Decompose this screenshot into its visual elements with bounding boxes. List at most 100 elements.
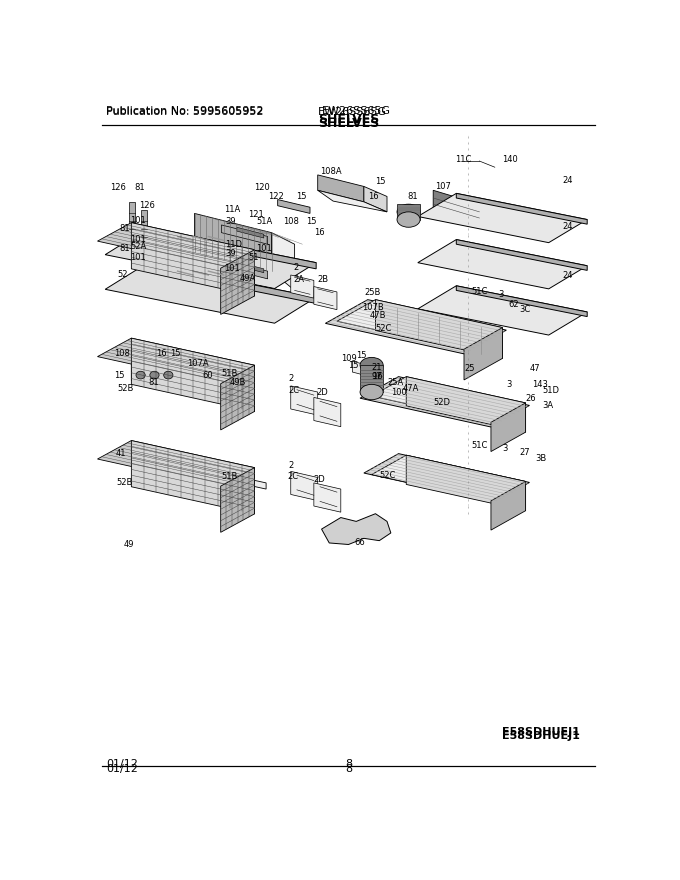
- Polygon shape: [147, 229, 316, 269]
- Text: 16: 16: [156, 349, 167, 358]
- Text: 26: 26: [526, 393, 537, 403]
- Text: 15: 15: [114, 370, 124, 379]
- Text: 101: 101: [131, 253, 146, 261]
- Text: 27: 27: [520, 448, 530, 457]
- Text: 16: 16: [368, 192, 378, 201]
- Polygon shape: [371, 455, 526, 501]
- Polygon shape: [291, 275, 314, 298]
- Text: E58SDHUEJ1: E58SDHUEJ1: [503, 727, 580, 737]
- Text: 81: 81: [407, 192, 418, 201]
- Text: 122: 122: [268, 192, 284, 201]
- Ellipse shape: [150, 371, 159, 379]
- Text: 15: 15: [306, 216, 317, 225]
- Polygon shape: [131, 441, 254, 514]
- Text: 15: 15: [356, 351, 367, 360]
- Text: 51: 51: [248, 253, 259, 261]
- Text: 108: 108: [114, 349, 131, 358]
- Text: EW26SS65G: EW26SS65G: [322, 106, 390, 115]
- Text: 47B: 47B: [370, 311, 386, 319]
- Text: 3B: 3B: [535, 454, 546, 463]
- Polygon shape: [456, 194, 588, 224]
- Text: 2C: 2C: [288, 386, 300, 395]
- Text: 101: 101: [256, 244, 272, 253]
- Text: 52D: 52D: [433, 398, 450, 407]
- Bar: [360, 365, 383, 392]
- Polygon shape: [221, 250, 254, 314]
- Polygon shape: [97, 223, 254, 268]
- Text: 108: 108: [283, 216, 299, 225]
- Polygon shape: [406, 455, 526, 510]
- Text: 25: 25: [464, 364, 475, 373]
- Text: EW26SS65G: EW26SS65G: [318, 107, 387, 117]
- Text: 47: 47: [530, 364, 540, 373]
- Text: 121: 121: [248, 210, 264, 219]
- Polygon shape: [360, 377, 530, 427]
- Text: 126: 126: [109, 184, 126, 193]
- Text: 2C: 2C: [287, 473, 298, 481]
- Polygon shape: [237, 262, 264, 273]
- Text: 81: 81: [119, 224, 130, 233]
- Ellipse shape: [360, 357, 383, 373]
- Polygon shape: [491, 481, 526, 530]
- Ellipse shape: [360, 385, 383, 400]
- Text: 51C: 51C: [472, 288, 488, 297]
- Polygon shape: [147, 263, 316, 304]
- Text: 2: 2: [293, 263, 299, 272]
- Polygon shape: [291, 472, 318, 501]
- Text: 8: 8: [345, 764, 352, 774]
- Polygon shape: [322, 514, 391, 545]
- Text: 15: 15: [375, 177, 386, 186]
- Polygon shape: [318, 190, 387, 212]
- Text: 24: 24: [562, 222, 573, 231]
- Polygon shape: [237, 227, 264, 238]
- Text: 2A: 2A: [293, 275, 304, 284]
- Text: 51B: 51B: [222, 369, 238, 378]
- Text: 11A: 11A: [224, 205, 240, 214]
- Ellipse shape: [164, 371, 173, 379]
- Polygon shape: [456, 239, 588, 270]
- Polygon shape: [97, 338, 254, 384]
- Polygon shape: [222, 225, 268, 244]
- Text: 01/12: 01/12: [106, 764, 138, 774]
- Text: 140: 140: [503, 155, 518, 164]
- Text: 47A: 47A: [403, 385, 419, 393]
- Polygon shape: [131, 223, 254, 296]
- Text: Publication No: 5995605952: Publication No: 5995605952: [106, 107, 263, 117]
- Text: 15: 15: [170, 349, 180, 358]
- Polygon shape: [375, 299, 503, 358]
- Text: 3: 3: [507, 380, 512, 389]
- Text: 107B: 107B: [362, 303, 384, 312]
- Text: 109: 109: [341, 354, 356, 363]
- Polygon shape: [418, 239, 588, 289]
- Polygon shape: [314, 483, 341, 512]
- Text: E58SDHUEJ1: E58SDHUEJ1: [503, 731, 580, 741]
- Ellipse shape: [397, 204, 420, 219]
- Text: 52B: 52B: [118, 385, 134, 393]
- Text: 62: 62: [508, 300, 519, 309]
- Polygon shape: [131, 338, 254, 412]
- Text: 3A: 3A: [543, 401, 554, 410]
- Text: 39: 39: [225, 216, 236, 225]
- Polygon shape: [318, 175, 364, 202]
- Text: 51A: 51A: [256, 216, 273, 225]
- Polygon shape: [271, 232, 294, 290]
- Text: 101: 101: [131, 235, 146, 244]
- Polygon shape: [105, 229, 316, 289]
- Text: 15: 15: [296, 192, 307, 201]
- Text: 49: 49: [124, 540, 134, 549]
- Polygon shape: [105, 263, 316, 323]
- Polygon shape: [291, 385, 318, 415]
- Polygon shape: [491, 403, 526, 451]
- Text: 2D: 2D: [314, 474, 326, 483]
- Text: 11C: 11C: [455, 155, 471, 164]
- Bar: [141, 209, 147, 244]
- Text: 21: 21: [371, 363, 382, 372]
- Text: 52C: 52C: [379, 471, 396, 480]
- Text: 2D: 2D: [316, 387, 328, 397]
- Text: 52A: 52A: [131, 242, 147, 251]
- Text: 01/12: 01/12: [106, 759, 138, 769]
- Polygon shape: [97, 441, 254, 486]
- Text: 108A: 108A: [320, 166, 341, 175]
- Polygon shape: [222, 260, 268, 279]
- Polygon shape: [139, 455, 266, 489]
